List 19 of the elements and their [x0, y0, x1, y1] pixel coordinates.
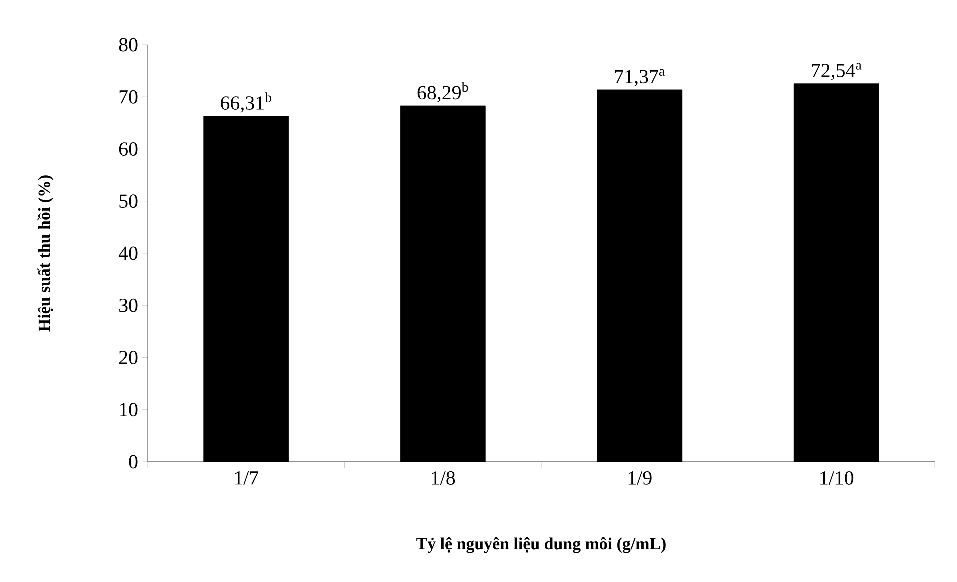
- y-tick-label: 70: [120, 90, 138, 104]
- x-tick-label: 1/10: [820, 472, 854, 485]
- x-axis-title: Tỷ lệ nguyên liệu dung môi (g/mL): [416, 538, 666, 554]
- x-tick-label: 1/9: [628, 472, 652, 485]
- data-label: 66,31$^{b}$: [221, 92, 272, 113]
- y-tick-label: 30: [120, 298, 138, 312]
- y-tick-label: 10: [120, 403, 138, 417]
- y-tick-label: 40: [118, 246, 138, 260]
- x-tick-label: 1/7: [235, 472, 259, 485]
- y-tick-label: 20: [119, 351, 138, 364]
- data-label: 72,54$^{a}$: [812, 63, 862, 80]
- data-label: 68,29$^{b}$: [418, 82, 468, 103]
- y-axis-title: Hiệu suất thu hồi (%): [38, 176, 54, 332]
- y-tick-label: 80: [119, 38, 138, 52]
- y-tick-label: 0: [129, 455, 138, 469]
- y-tick-label: 60: [119, 142, 138, 156]
- data-label: 71,37$^{a}$: [615, 69, 665, 86]
- x-tick-label: 1/8: [432, 472, 456, 485]
- y-tick-label: 50: [120, 194, 138, 208]
